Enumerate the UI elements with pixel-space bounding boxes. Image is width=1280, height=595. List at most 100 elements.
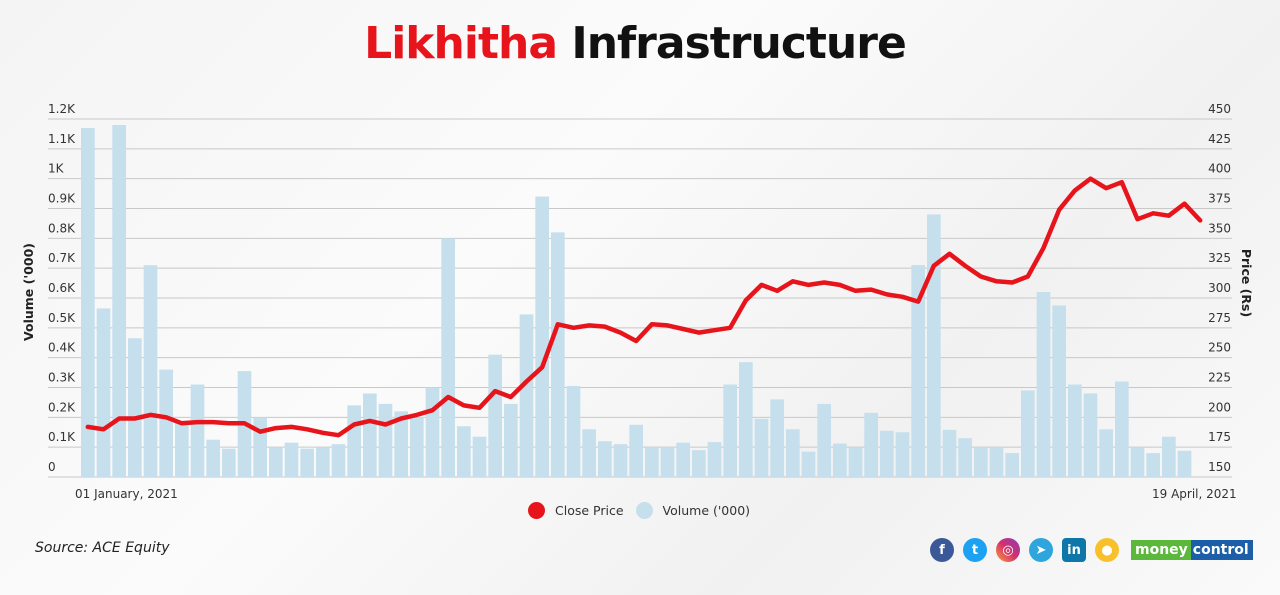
- koo-icon[interactable]: ●: [1095, 538, 1119, 562]
- volume-bar: [269, 447, 283, 477]
- svg-text:400: 400: [1208, 162, 1231, 176]
- svg-text:200: 200: [1208, 400, 1231, 414]
- volume-bar: [1083, 393, 1098, 477]
- volume-bar: [770, 399, 784, 477]
- title-suffix: Infrastructure: [571, 18, 906, 69]
- volume-bar: [723, 384, 737, 477]
- volume-bar: [598, 441, 612, 477]
- legend-volume-label: Volume ('000): [662, 503, 751, 518]
- logo-part-b: control: [1190, 540, 1253, 560]
- logo-part-a: money: [1131, 540, 1191, 560]
- volume-bar: [1099, 429, 1113, 477]
- volume-bar: [488, 354, 502, 477]
- volume-bar: [613, 444, 628, 477]
- y-axis-left-ticks: 0 0.1K 0.2K 0.3K 0.4K 0.5K 0.6K 0.7K 0.8K 0.9K 1K 1…: [48, 102, 76, 474]
- volume-bar: [676, 442, 690, 477]
- volume-bar: [974, 447, 988, 477]
- volume-bar: [645, 447, 659, 477]
- volume-bar: [410, 417, 424, 477]
- volume-bar: [833, 443, 847, 477]
- svg-text:300: 300: [1208, 281, 1231, 295]
- volume-bar: [112, 124, 126, 477]
- volume-bar: [582, 429, 596, 477]
- volume-bar: [378, 403, 393, 477]
- svg-text:225: 225: [1208, 371, 1231, 385]
- close-price-line: [85, 176, 1203, 438]
- svg-text:0.2K: 0.2K: [48, 400, 76, 414]
- svg-text:150: 150: [1208, 460, 1231, 474]
- volume-bar: [222, 448, 236, 477]
- title-company: Likhitha: [364, 18, 558, 69]
- blue-dot-icon: [635, 502, 653, 519]
- svg-text:0.5K: 0.5K: [48, 311, 76, 325]
- volume-bar: [81, 127, 95, 477]
- volume-bar: [754, 418, 769, 477]
- volume-bar: [504, 403, 518, 477]
- telegram-icon[interactable]: ➤: [1029, 538, 1053, 562]
- volume-bar: [190, 384, 205, 477]
- red-dot-icon: [528, 502, 545, 519]
- volume-bar: [1068, 384, 1082, 477]
- facebook-icon[interactable]: f: [930, 538, 954, 562]
- volume-bar: [817, 403, 831, 477]
- svg-text:0.9K: 0.9K: [48, 192, 76, 206]
- linkedin-icon[interactable]: in: [1062, 538, 1086, 562]
- x-start-date: 01 January, 2021: [75, 487, 178, 501]
- legend-close-price[interactable]: Close Price: [528, 502, 624, 519]
- chart-title: Likhitha Infrastructure: [0, 18, 1270, 69]
- svg-text:0.1K: 0.1K: [48, 430, 76, 444]
- volume-bar: [316, 447, 330, 477]
- volume-bar: [441, 238, 455, 477]
- instagram-icon[interactable]: ◎: [996, 538, 1020, 562]
- volume-bar: [1115, 381, 1129, 477]
- volume-bar: [1005, 453, 1019, 477]
- volume-bar: [284, 442, 299, 477]
- volume-bar: [989, 447, 1004, 477]
- svg-text:1.1K: 1.1K: [48, 132, 76, 146]
- svg-text:0.7K: 0.7K: [48, 251, 76, 265]
- social-icons: f t ◎ ➤ in ●: [930, 538, 1119, 562]
- volume-bar: [457, 426, 471, 477]
- source-note: Source: ACE Equity: [35, 540, 170, 556]
- volume-bar: [472, 436, 487, 477]
- y-axis-right-title: Price (Rs): [1239, 249, 1254, 317]
- svg-text:250: 250: [1208, 341, 1231, 355]
- volume-bar: [801, 451, 816, 477]
- volume-bar: [347, 405, 361, 477]
- svg-text:375: 375: [1208, 192, 1231, 206]
- volume-bar: [425, 387, 440, 477]
- volume-bar: [942, 429, 957, 477]
- svg-text:450: 450: [1208, 102, 1231, 116]
- volume-bars: [81, 124, 1192, 478]
- volume-bar: [1021, 390, 1035, 477]
- volume-bar: [739, 362, 753, 477]
- volume-bar: [551, 232, 565, 477]
- volume-bar: [880, 430, 894, 477]
- svg-text:0.4K: 0.4K: [48, 341, 76, 355]
- svg-text:350: 350: [1208, 221, 1231, 235]
- volume-bar: [692, 450, 706, 477]
- volume-bar: [128, 338, 142, 477]
- volume-bar: [864, 412, 878, 477]
- volume-bar: [1036, 292, 1051, 477]
- legend-close-label: Close Price: [555, 503, 624, 518]
- svg-text:0.3K: 0.3K: [48, 371, 76, 385]
- volume-bar: [159, 369, 173, 477]
- svg-text:0.6K: 0.6K: [48, 281, 76, 295]
- svg-text:275: 275: [1208, 311, 1231, 325]
- volume-bar: [300, 448, 314, 477]
- svg-text:425: 425: [1208, 132, 1231, 146]
- legend-volume[interactable]: Volume ('000): [635, 502, 751, 519]
- volume-bar: [253, 417, 267, 477]
- volume-bar: [206, 439, 220, 477]
- volume-bar: [96, 308, 111, 477]
- y-axis-right-ticks: 150 175 200 225 250 275 300 325 350 375 400 425 450: [1208, 102, 1231, 474]
- volume-bar: [911, 265, 925, 477]
- volume-bar: [927, 214, 941, 477]
- volume-bar: [958, 438, 972, 477]
- volume-bar: [1146, 453, 1160, 477]
- moneycontrol-logo: money control: [1131, 540, 1253, 560]
- y-axis-left-title: Volume ('000): [21, 243, 36, 341]
- twitter-icon[interactable]: t: [963, 538, 987, 562]
